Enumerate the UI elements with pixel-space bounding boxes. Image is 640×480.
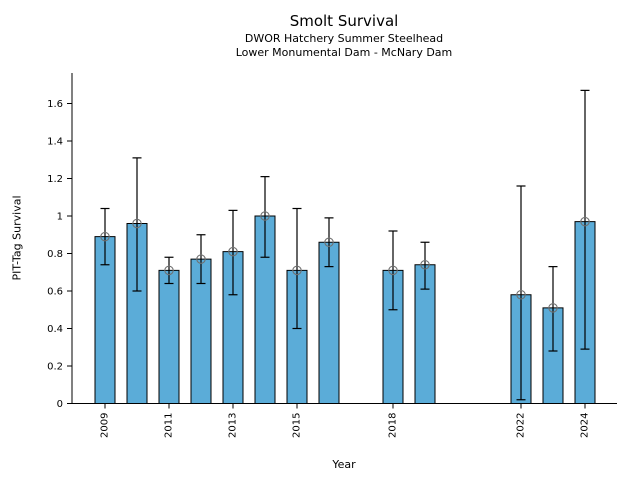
point-marker (324, 237, 334, 248)
x-axis-tick-label: 2013 (228, 413, 239, 438)
x-axis-tick-label: 2018 (388, 413, 399, 438)
y-axis-tick-label: 1.2 (47, 174, 63, 185)
point-marker (548, 303, 558, 313)
point-marker (100, 231, 110, 242)
point-marker (196, 254, 206, 264)
point-marker (164, 265, 174, 276)
chart-title: Smolt Survival (289, 12, 399, 30)
chart-subtitle-line2: Lower Monumental Dam - McNary Dam (235, 46, 453, 59)
y-axis-tick-label: 1.6 (47, 99, 63, 110)
point-marker (516, 289, 526, 300)
y-axis-tick-label: 1.4 (47, 137, 63, 148)
y-axis-tick-label: 0.2 (47, 362, 63, 373)
point-marker (292, 265, 302, 276)
y-axis-tick-label: 0 (57, 399, 63, 410)
x-axis-tick-label: 2024 (580, 413, 591, 438)
point-marker (260, 211, 270, 221)
x-axis-tick-label: 2022 (516, 413, 527, 438)
point-marker (228, 246, 238, 257)
point-marker (580, 216, 590, 227)
point-marker (132, 218, 142, 229)
y-axis-tick-label: 1 (57, 212, 63, 223)
y-axis-tick-label: 0.4 (47, 324, 63, 335)
point-marker (420, 259, 430, 270)
x-axis-tick-label: 2009 (100, 413, 111, 438)
bar (158, 269, 180, 404)
x-axis-tick-label: 2015 (292, 413, 303, 438)
y-axis-tick-label: 0.6 (47, 287, 63, 298)
x-axis-label: Year (332, 458, 356, 471)
point-marker (388, 265, 398, 276)
y-axis-tick-label: 0.8 (47, 249, 63, 260)
x-axis-tick-label: 2011 (164, 413, 175, 438)
chart-subtitle-line1: DWOR Hatchery Summer Steelhead (244, 32, 444, 45)
